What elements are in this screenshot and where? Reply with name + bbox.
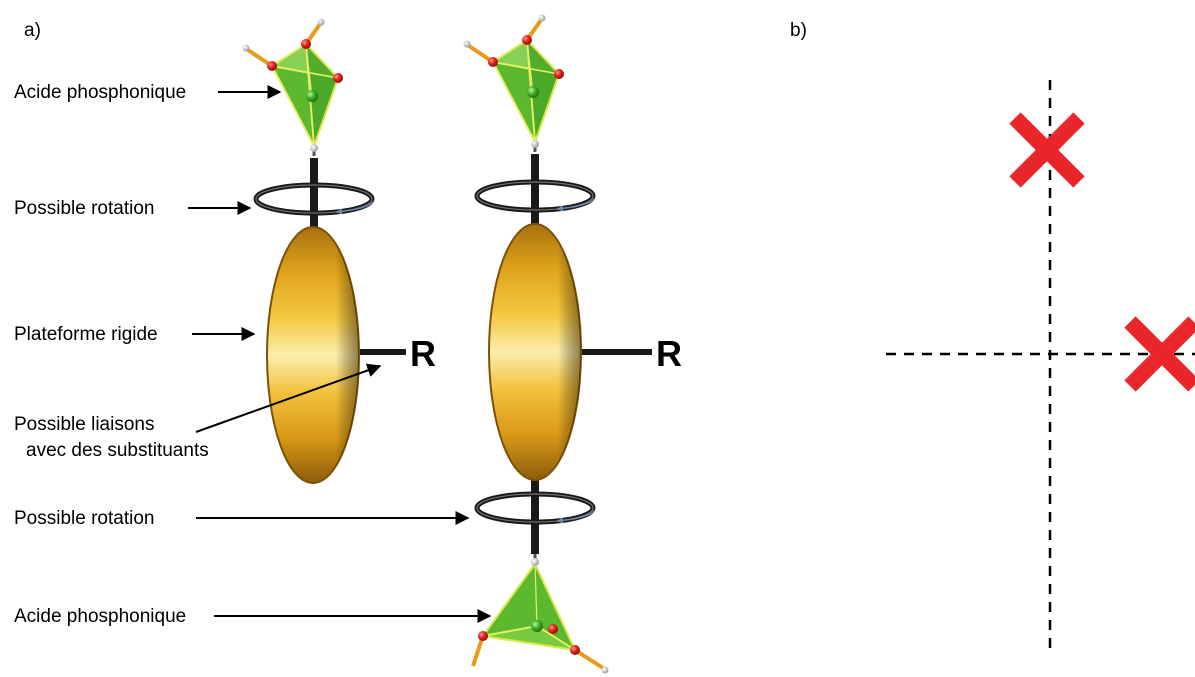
label-platform: Plateforme rigide — [14, 324, 158, 345]
middle-substituent-r: R — [656, 333, 682, 374]
red-cross-icon-top — [1009, 112, 1085, 188]
label-bonds-line1: Possible liaisons — [14, 414, 154, 435]
middle-molecule: R — [461, 12, 682, 676]
middle-bottom-rotation-ring-icon — [477, 494, 596, 522]
label-rotation-top: Possible rotation — [14, 198, 154, 219]
left-substituent-r: R — [410, 333, 436, 374]
left-phosphonic-acid-tetrahedron — [240, 16, 345, 158]
label-acid-top: Acide phosphonique — [14, 82, 186, 103]
arrow-bonds — [195, 363, 382, 433]
panel-label-b: b) — [790, 20, 807, 41]
middle-top-phosphonic-acid-tetrahedron — [461, 12, 566, 154]
left-rotation-ring-icon — [256, 185, 375, 213]
red-cross-icon-right — [1124, 316, 1195, 392]
panel-b-axes — [886, 80, 1195, 650]
panel-label-a: a) — [24, 20, 41, 41]
middle-top-rotation-ring-icon — [477, 182, 596, 210]
label-bonds-line2: avec des substituants — [26, 440, 209, 461]
label-acid-bottom: Acide phosphonique — [14, 606, 186, 627]
label-rotation-bottom: Possible rotation — [14, 508, 154, 529]
left-molecule: R — [240, 16, 436, 484]
middle-bottom-phosphonic-acid-tetrahedron — [471, 552, 611, 676]
